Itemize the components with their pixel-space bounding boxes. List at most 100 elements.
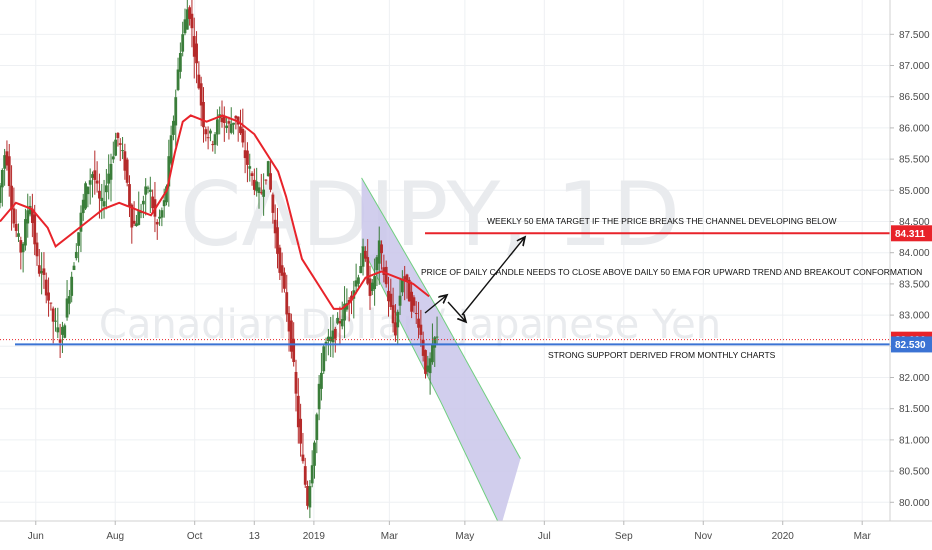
candle	[315, 412, 319, 454]
candle	[123, 143, 127, 180]
candle	[155, 219, 159, 240]
x-tick-label: Aug	[106, 531, 124, 542]
candle	[158, 209, 161, 226]
candle	[299, 403, 303, 457]
candle	[107, 154, 111, 200]
channel-upper-line	[361, 177, 521, 459]
plot-area	[0, 0, 890, 521]
candle	[296, 378, 300, 444]
candle	[229, 107, 233, 135]
candle	[190, 0, 194, 48]
candle	[250, 171, 254, 186]
price-badge-label: 82.530	[895, 340, 926, 351]
candle	[118, 138, 122, 162]
candle	[433, 336, 437, 367]
candle	[412, 295, 416, 313]
candle	[95, 161, 99, 193]
candle	[17, 223, 20, 242]
candle	[197, 61, 201, 90]
candle	[199, 76, 203, 127]
candle	[185, 0, 189, 30]
watermark-ticker: CADJPY, 1D	[180, 163, 680, 266]
candle	[243, 130, 247, 174]
x-tick-label: 2019	[303, 531, 326, 542]
candle	[405, 273, 409, 299]
candle	[225, 116, 229, 133]
y-tick-label: 87.500	[899, 30, 930, 41]
candle	[222, 106, 226, 142]
price-badge: 84.311	[891, 225, 932, 242]
candle	[65, 280, 69, 321]
candle	[380, 240, 383, 270]
candle	[400, 270, 404, 297]
candle	[403, 265, 407, 301]
candle	[343, 286, 346, 339]
candle	[49, 302, 53, 311]
candle	[227, 116, 231, 140]
candle	[19, 236, 23, 270]
candle	[206, 126, 210, 150]
candle	[255, 167, 259, 197]
candle	[234, 115, 238, 130]
candle	[361, 238, 365, 276]
price-badge-label: 84.311	[895, 229, 925, 240]
candle	[181, 21, 185, 57]
candle	[326, 328, 330, 356]
candle	[303, 457, 307, 488]
candle	[428, 352, 432, 395]
y-tick-label: 82.000	[899, 373, 930, 384]
candle	[313, 440, 316, 479]
y-tick-label: 85.500	[899, 155, 930, 166]
candle	[329, 316, 333, 358]
candle	[398, 277, 402, 315]
candle	[266, 160, 270, 177]
ema-line	[0, 114, 430, 310]
x-tick-label: Jun	[28, 531, 44, 542]
candle	[331, 314, 335, 358]
candle	[40, 252, 44, 295]
candle	[58, 323, 62, 359]
candle	[308, 480, 312, 519]
candle	[283, 267, 286, 293]
candle	[407, 277, 411, 302]
candle	[178, 42, 182, 79]
candle	[320, 352, 323, 401]
candle	[215, 109, 219, 146]
price-badge: 82.530	[891, 336, 932, 353]
candle	[125, 157, 129, 187]
candle	[387, 276, 390, 317]
y-tick-label: 80.000	[899, 498, 930, 509]
y-tick-label: 87.000	[899, 61, 930, 72]
candle	[195, 31, 198, 84]
candle	[37, 249, 41, 277]
candle	[368, 265, 372, 310]
candle	[294, 359, 298, 412]
candle	[248, 153, 252, 182]
candle	[167, 139, 171, 207]
candle	[93, 150, 97, 195]
candle	[252, 168, 256, 196]
candle	[74, 243, 78, 261]
candle	[86, 186, 90, 208]
candle	[426, 355, 430, 376]
weekly-ema-annotation: WEEKLY 50 EMA TARGET IF THE PRICE BREAKS…	[487, 216, 837, 226]
candle	[424, 349, 427, 379]
annotations: WEEKLY 50 EMA TARGET IF THE PRICE BREAKS…	[421, 216, 922, 360]
candle	[160, 207, 164, 227]
candle	[333, 326, 337, 353]
candle	[322, 344, 326, 374]
candle	[317, 375, 321, 421]
channel-fill	[361, 177, 521, 521]
candle	[132, 201, 136, 227]
trend-arrow	[424, 295, 447, 314]
candle	[202, 87, 205, 143]
candle	[137, 191, 141, 226]
candle	[70, 271, 74, 303]
x-tick-label: Mar	[854, 531, 872, 542]
candle	[396, 309, 400, 345]
candle	[88, 168, 92, 205]
candle	[241, 108, 245, 148]
candle	[81, 193, 85, 221]
candle	[232, 122, 235, 135]
